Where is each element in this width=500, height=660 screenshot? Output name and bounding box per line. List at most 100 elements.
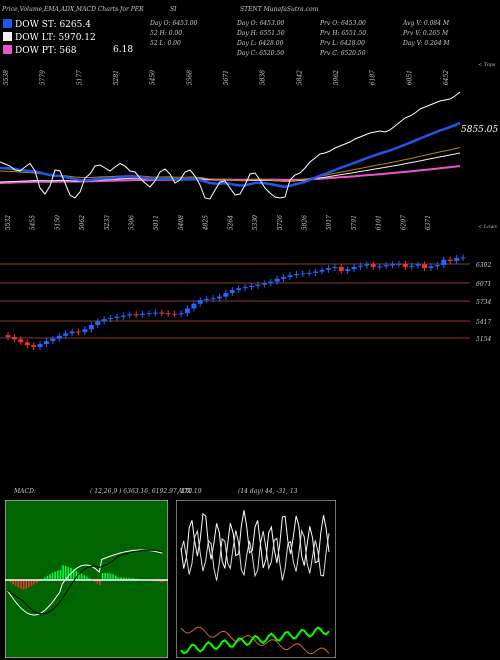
legend-swatch-lt <box>3 32 12 41</box>
top-label: 5779 <box>40 70 47 85</box>
low-label: 6207 <box>400 215 407 230</box>
candle-body <box>261 283 267 285</box>
macd-hist-bar <box>86 576 88 581</box>
low-label: 5264 <box>227 215 234 230</box>
stat-day-c: Day C: 6520.50 <box>237 50 285 57</box>
candle-body <box>120 315 126 317</box>
stat-day-open: Day O: 6453.00 <box>150 20 198 27</box>
candle-body <box>357 265 363 267</box>
low-label: 5455 <box>30 215 37 230</box>
level-label: 6392 <box>476 262 491 269</box>
top-label: 5538 <box>3 70 10 85</box>
adx-values: (14 day) 44, -31, 13 <box>238 488 298 495</box>
candle-body <box>101 319 107 322</box>
candle-body <box>210 298 216 300</box>
tops-label: < Tops <box>478 62 496 68</box>
macd-hist-bar <box>59 569 62 581</box>
low-label: 5306 <box>129 215 136 230</box>
macd-hist-bar <box>117 577 120 581</box>
low-label: 6371 <box>425 215 432 230</box>
lows-label: < Lows <box>478 224 497 230</box>
candle-body <box>82 329 88 333</box>
low-label: 5791 <box>351 215 358 230</box>
candle-body <box>204 298 210 301</box>
candle-body <box>37 344 43 348</box>
macd-values: ( 12,26,9 ) 6363.16, 6192.97, 170.19 <box>90 488 202 495</box>
candle-body <box>223 293 229 297</box>
macd-hist-bar <box>96 580 99 584</box>
lows-labels: 5532 5455 5150 5062 5233 5306 5011 5408 4825 5264… <box>5 215 432 231</box>
macd-plot <box>5 549 168 616</box>
macd-hist-bar <box>51 572 54 581</box>
stats-col2: Day O: 6453.00 Day H: 6551.50 Day L: 642… <box>237 19 285 59</box>
candle-body <box>165 313 171 315</box>
macd-hist-bar <box>64 565 67 581</box>
candle-body <box>108 317 114 320</box>
ema-lines <box>0 91 461 200</box>
stat-52-low: 52 L: 0.00 <box>150 40 181 47</box>
candle-body <box>364 264 370 266</box>
low-label: 5826 <box>301 215 308 230</box>
top-label: 6452 <box>443 70 450 85</box>
top-label: 5842 <box>296 70 303 85</box>
candlestick-chart: 6392 6071 5734 5417 5154 <box>0 254 491 350</box>
stat-avg-v: Avg V: 0.084 M <box>403 20 450 27</box>
candle-body <box>338 266 344 272</box>
stats-col4: Avg V: 0.084 M Prv V: 0.265 M Day V: 0.2… <box>403 19 450 49</box>
stat-day-h: Day H: 6551.50 <box>237 30 285 37</box>
macd-hist-bar <box>99 580 101 586</box>
macd-hist-bar <box>17 580 20 588</box>
candle-body <box>18 339 24 343</box>
macd-hist-bar <box>9 580 12 583</box>
macd-hist-bar <box>107 573 109 581</box>
candle-body <box>133 314 139 316</box>
macd-hist-bar <box>112 574 114 581</box>
stat-prv-v: Prv V: 0.265 M <box>403 30 449 37</box>
stat-day-o: Day O: 6453.00 <box>237 20 285 27</box>
adx-chart <box>176 500 336 658</box>
macd-hist-bar <box>30 580 33 587</box>
legend-label-lt: DOW LT: 5970.12 <box>15 33 96 43</box>
macd-hist-bar <box>46 575 49 581</box>
macd-hist-bar <box>83 575 85 581</box>
candle-body <box>306 272 312 274</box>
macd-hist-bar <box>120 577 122 581</box>
macd-hist-bar <box>80 573 83 581</box>
macd-hist-bar <box>70 568 72 581</box>
top-label: 6187 <box>370 70 377 85</box>
candle-body <box>152 312 158 314</box>
adx-green-line <box>180 626 330 655</box>
macd-hist-bar <box>14 580 17 586</box>
candle-body <box>415 264 421 266</box>
candle-body <box>31 345 37 348</box>
low-label: 6101 <box>376 215 383 230</box>
candle-body <box>140 313 146 315</box>
macd-line <box>6 549 163 616</box>
candle-body <box>268 281 274 284</box>
candle-body <box>127 314 133 316</box>
macd-hist-bar <box>25 580 28 589</box>
candle-body <box>370 264 376 267</box>
candle-body <box>396 263 402 265</box>
adx-plus-di-line <box>180 510 330 569</box>
candle-body <box>377 266 383 268</box>
candle-body <box>95 321 101 326</box>
low-label: 5532 <box>5 215 12 230</box>
top-label: 5281 <box>113 70 120 85</box>
candle-body <box>24 342 30 346</box>
candle-body <box>422 264 428 269</box>
legend-dow-st: DOW ST: 6265.4 <box>3 19 91 30</box>
candle-body <box>402 263 408 267</box>
adx-orange-line <box>180 626 330 655</box>
candle-body <box>172 313 178 315</box>
low-label: 4825 <box>203 215 210 231</box>
top-label: 5450 <box>150 70 157 85</box>
candle-body <box>114 316 120 318</box>
macd-hist-bar <box>101 572 104 581</box>
candle-body <box>75 331 81 333</box>
stat-day-l: Day L: 6428.00 <box>237 40 284 47</box>
macd-hist-bar <box>67 566 70 581</box>
legend-dow-pt: DOW PT: 568 <box>3 45 77 56</box>
legend-swatch-st <box>3 19 12 28</box>
candle-body <box>236 288 242 291</box>
